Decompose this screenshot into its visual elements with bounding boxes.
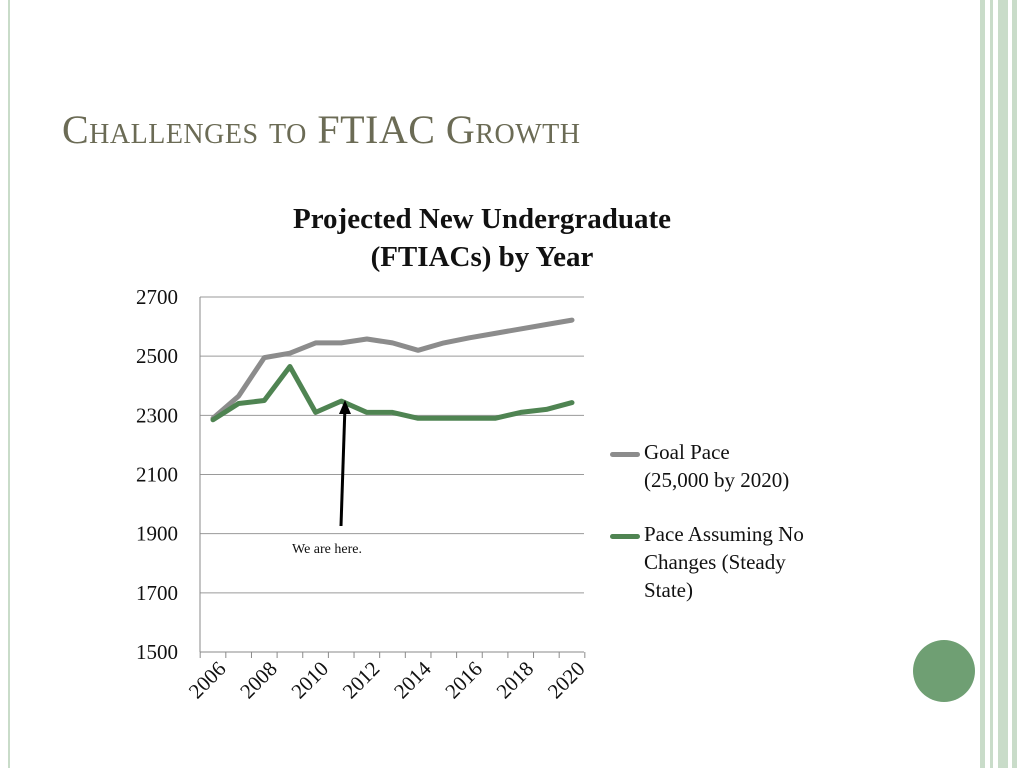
y-tick-label: 2700: [136, 285, 178, 309]
right-border-band: [1012, 0, 1017, 768]
legend-label-steady-line-2: Changes (Steady: [644, 550, 786, 574]
series-line-steady-state: [210, 364, 575, 423]
chart-legend: Goal Pace (25,000 by 2020) Pace Assuming…: [610, 438, 870, 630]
x-tick-label: 2016: [440, 657, 487, 704]
right-border-band: [980, 0, 985, 768]
x-tick-label: 2008: [235, 657, 282, 704]
legend-item-goal-pace: Goal Pace (25,000 by 2020): [610, 438, 870, 494]
y-tick-label: 2100: [136, 463, 178, 487]
series-line-goal-pace: [210, 317, 575, 421]
y-tick-label: 1700: [136, 581, 178, 605]
chart-title-line-2: (FTIACs) by Year: [370, 241, 594, 273]
annotation-arrow: [339, 405, 347, 527]
slide-title: Challenges to FTIAC Growth: [62, 107, 581, 152]
left-border-rule: [8, 0, 10, 768]
x-tick-label: 2006: [184, 657, 231, 704]
legend-item-steady-state: Pace Assuming No Changes (Steady State): [610, 520, 870, 604]
y-tick-label: 1900: [136, 522, 178, 546]
y-tick-label: 2500: [136, 344, 178, 368]
x-tick-label: 2018: [492, 657, 539, 704]
annotation-arrow-head: [339, 400, 351, 414]
legend-swatch-steady: [610, 534, 640, 539]
decorative-circle: [913, 640, 975, 702]
legend-swatch-goal: [610, 452, 640, 457]
x-tick-label: 2014: [389, 656, 436, 703]
y-tick-label: 1500: [136, 640, 178, 664]
legend-label-steady-line-1: Pace Assuming No: [644, 522, 804, 546]
x-tick-label: 2020: [543, 657, 590, 704]
chart-title: Projected New Undergraduate (FTIACs) by …: [212, 200, 752, 276]
legend-label-goal-line-1: Goal Pace: [644, 440, 730, 464]
legend-label-steady-line-3: State): [644, 578, 693, 602]
right-border-band: [990, 0, 993, 768]
chart-title-line-1: Projected New Undergraduate: [293, 203, 671, 235]
x-tick-label: 2010: [286, 657, 333, 704]
y-tick-label: 2300: [136, 403, 178, 427]
x-tick-label: 2012: [338, 657, 385, 704]
annotation-we-are-here: We are here.: [292, 542, 362, 557]
legend-label-goal-line-2: (25,000 by 2020): [644, 468, 790, 492]
right-border-band: [998, 0, 1008, 768]
